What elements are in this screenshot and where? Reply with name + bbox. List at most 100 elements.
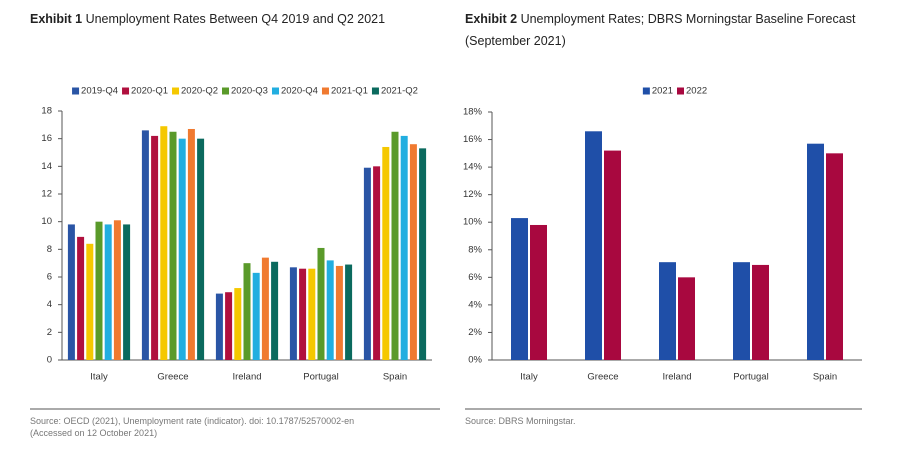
bar — [178, 138, 186, 360]
bar — [77, 236, 85, 360]
legend-label: 2020-Q4 — [281, 86, 318, 97]
chart-title: Unemployment Rates Between Q4 2019 and Q… — [85, 12, 386, 26]
bar — [187, 128, 195, 360]
legend-swatch — [371, 87, 379, 95]
x-tick-label: Ireland — [662, 372, 691, 383]
bar — [234, 288, 242, 360]
y-tick-label: 12 — [41, 189, 52, 200]
y-tick-label: 2% — [468, 327, 482, 338]
bar — [363, 167, 371, 360]
legend-swatch — [122, 87, 130, 95]
bar — [104, 224, 112, 360]
bar — [113, 220, 121, 360]
exhibit-label: Exhibit 2 — [465, 12, 518, 26]
y-tick-label: 18% — [463, 107, 483, 118]
legend-swatch — [642, 87, 650, 95]
y-tick-label: 4% — [468, 299, 482, 310]
y-tick-label: 0 — [47, 355, 52, 366]
bar — [382, 146, 390, 360]
y-tick-label: 18 — [41, 106, 52, 117]
legend-swatch — [72, 87, 80, 95]
bar — [160, 126, 168, 360]
bar — [604, 150, 621, 360]
bar — [678, 277, 695, 360]
bar — [326, 260, 334, 360]
bar — [345, 264, 353, 360]
y-tick-label: 2 — [47, 327, 52, 338]
legend-swatch — [321, 87, 329, 95]
source-note: Source: DBRS Morningstar. — [465, 416, 576, 426]
y-tick-label: 0% — [468, 355, 482, 366]
bar — [243, 263, 251, 360]
legend-label: 2021 — [652, 86, 673, 97]
legend-label: 2020-Q3 — [231, 86, 268, 97]
y-tick-label: 14 — [41, 161, 52, 172]
x-tick-label: Italy — [90, 372, 108, 383]
bar — [400, 135, 408, 360]
y-tick-label: 6 — [47, 272, 52, 283]
bar — [151, 135, 159, 360]
bar — [733, 262, 750, 360]
legend-label: 2020-Q1 — [131, 86, 168, 97]
exhibit-label: Exhibit 1 — [30, 12, 83, 26]
legend-swatch — [677, 87, 684, 95]
y-tick-label: 4 — [47, 299, 52, 310]
source-note: Source: OECD (2021), Unemployment rate (… — [30, 416, 355, 438]
x-tick-label: Italy — [520, 372, 538, 383]
bar — [299, 268, 307, 360]
bar — [391, 131, 399, 360]
bar — [225, 292, 233, 360]
x-tick-label: Spain — [813, 372, 837, 383]
bar — [252, 272, 260, 360]
legend-label: 2022 — [686, 86, 707, 97]
bar — [807, 143, 824, 360]
chart-header: Exhibit 1 Unemployment Rates Between Q4 … — [30, 8, 450, 30]
y-tick-label: 10% — [463, 217, 483, 228]
y-tick-label: 16% — [463, 134, 483, 145]
x-tick-label: Greece — [587, 372, 618, 383]
legend-label: 2020-Q2 — [181, 86, 218, 97]
y-tick-label: 10 — [41, 216, 52, 227]
x-tick-label: Ireland — [232, 372, 261, 383]
legend-label: 2021-Q2 — [381, 86, 418, 97]
bar — [530, 224, 547, 360]
chart-header: Exhibit 2 Unemployment Rates; DBRS Morni… — [465, 8, 865, 52]
bar — [123, 224, 131, 360]
bar — [826, 153, 843, 360]
x-tick-label: Spain — [383, 372, 407, 383]
bar — [95, 221, 103, 360]
bar — [511, 218, 528, 360]
bar — [67, 224, 75, 360]
bar — [141, 130, 149, 360]
bar — [289, 267, 297, 360]
y-tick-label: 16 — [41, 133, 52, 144]
x-tick-label: Greece — [157, 372, 188, 383]
bar — [308, 268, 316, 360]
y-tick-label: 8 — [47, 244, 52, 255]
bar — [261, 257, 269, 360]
bar — [335, 265, 343, 360]
bar — [86, 243, 94, 360]
legend-label: 2019-Q4 — [81, 86, 118, 97]
y-tick-label: 14% — [463, 162, 483, 173]
chart-title: Unemployment Rates; DBRS Morningstar Bas… — [465, 12, 856, 48]
bar — [585, 131, 602, 360]
bar — [197, 138, 205, 360]
y-tick-label: 6% — [468, 272, 482, 283]
legend-swatch — [172, 87, 180, 95]
x-tick-label: Portugal — [303, 372, 338, 383]
bar — [271, 261, 279, 360]
bar — [409, 144, 417, 360]
y-tick-label: 12% — [463, 189, 483, 200]
bar — [419, 148, 427, 360]
y-tick-label: 8% — [468, 244, 482, 255]
legend-swatch — [222, 87, 230, 95]
legend-label: 2021-Q1 — [331, 86, 368, 97]
bar — [317, 247, 325, 360]
bar — [659, 262, 676, 360]
bar — [215, 293, 223, 360]
bar — [373, 166, 381, 360]
x-tick-label: Portugal — [733, 372, 768, 383]
